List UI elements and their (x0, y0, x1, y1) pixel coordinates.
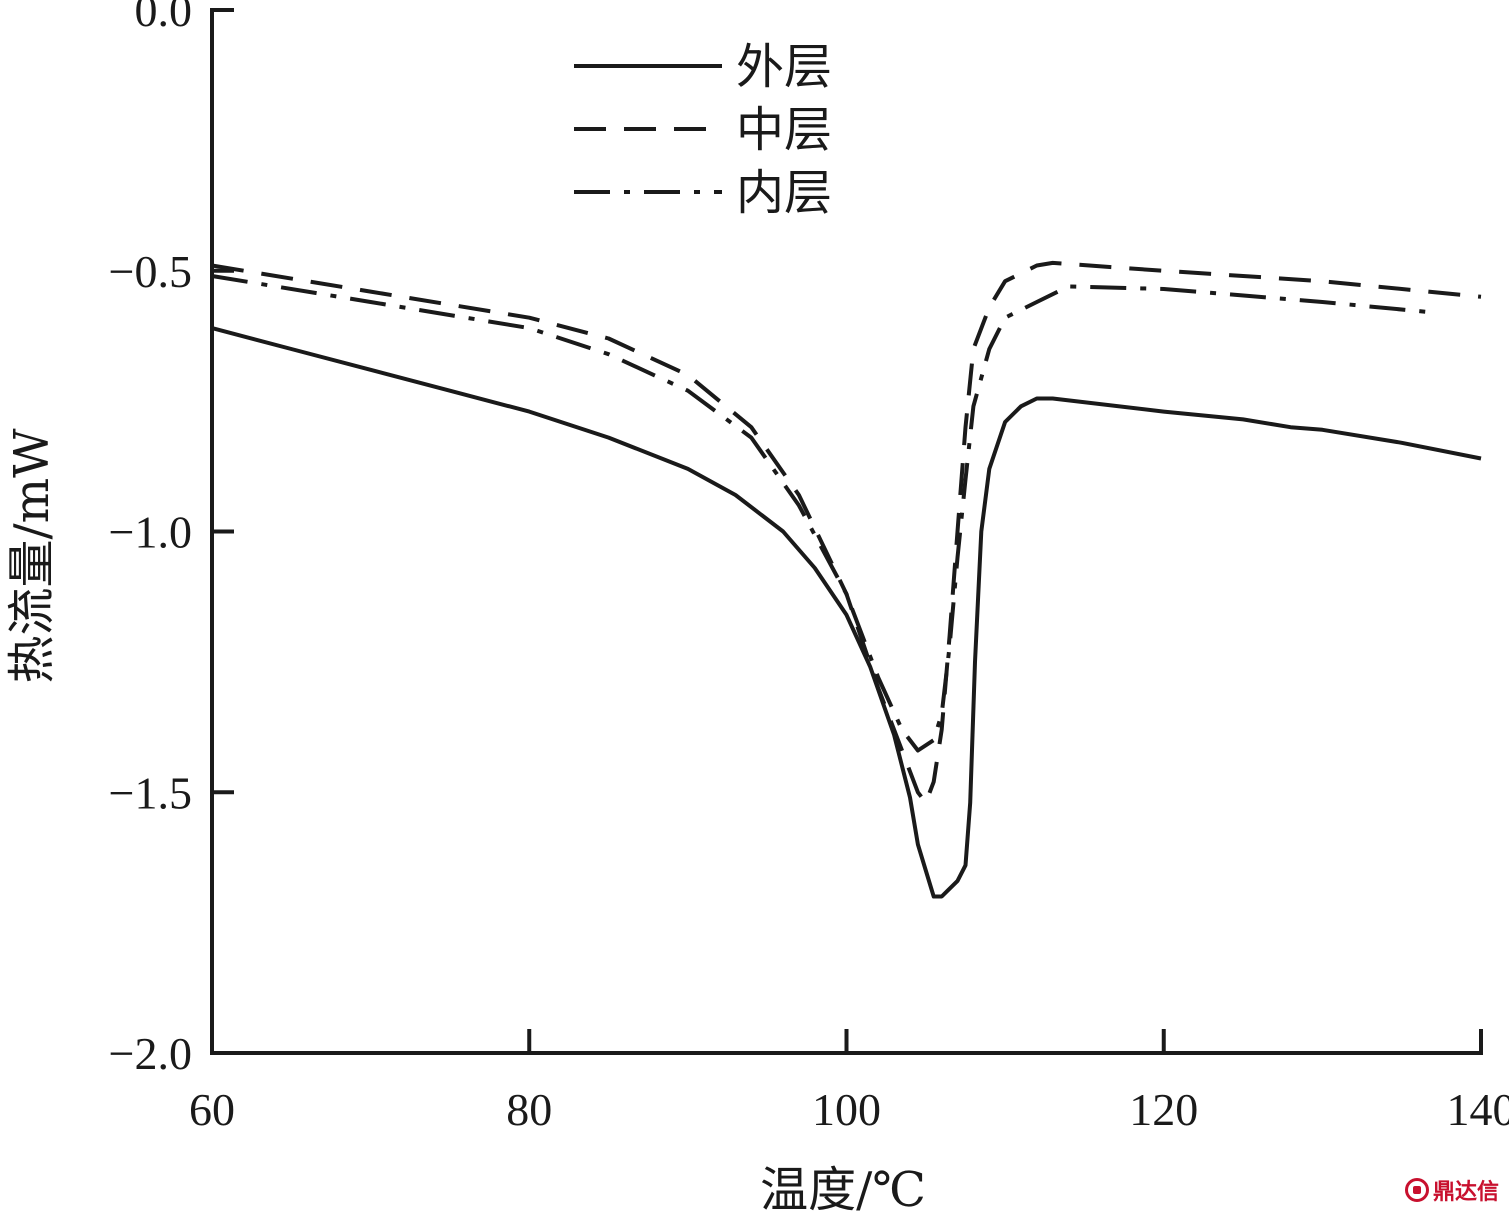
x-tick-label: 100 (812, 1084, 881, 1135)
legend-label-3: 内层 (736, 165, 832, 221)
x-axis-title: 温度/℃ (760, 1162, 926, 1214)
x-tick-label: 60 (189, 1084, 235, 1135)
y-tick-label: −0.5 (109, 246, 192, 297)
x-tick-label: 80 (506, 1084, 552, 1135)
series-line-3 (211, 274, 1434, 753)
series-line-2 (211, 260, 1482, 805)
x-tick-label: 140 (1447, 1084, 1509, 1135)
legend-label-1: 外层 (736, 39, 832, 95)
watermark: 鼎达信 (1404, 1174, 1499, 1206)
legend-label-2: 中层 (736, 102, 832, 158)
y-tick-label: −1.5 (109, 767, 192, 818)
x-tick-label: 120 (1129, 1084, 1198, 1135)
y-axis-title: 热流量/mW (4, 428, 60, 684)
series-group (211, 260, 1482, 899)
watermark-text: 鼎达信 (1432, 1180, 1499, 1205)
axes: 0.0 −0.5 −1.0 −1.5 −2.060 80 100 120 140 (109, 0, 1509, 1135)
y-tick-label: −2.0 (109, 1028, 192, 1079)
y-tick-label: −1.0 (109, 507, 192, 558)
series-line-1 (211, 326, 1482, 899)
dingdaxin-logo-icon (1404, 1178, 1429, 1202)
y-tick-label: 0.0 (135, 0, 193, 36)
